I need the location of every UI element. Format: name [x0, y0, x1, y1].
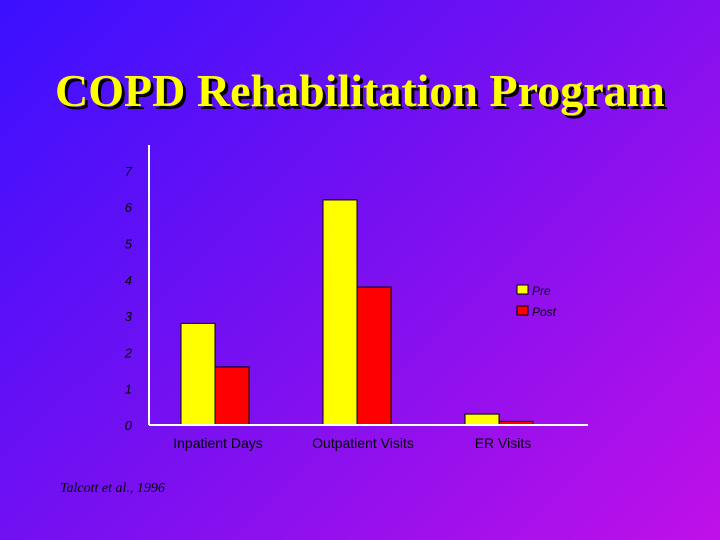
y-tick-label: 6 — [125, 200, 133, 215]
legend-swatch-post — [516, 305, 529, 316]
bar-pre-0 — [180, 322, 216, 426]
legend-label-post: Post — [532, 305, 557, 319]
x-category-label: Outpatient Visits — [312, 435, 414, 451]
bar-pre-1 — [322, 199, 358, 426]
y-tick-label: 7 — [125, 164, 133, 179]
bar-post-0 — [214, 366, 250, 426]
bar-pre-2 — [464, 413, 500, 426]
citation: Talcott et al., 1996 — [60, 481, 165, 496]
slide-title: COPD Rehabilitation Program — [55, 65, 665, 116]
legend: Pre Post — [516, 284, 557, 319]
x-category-label: ER Visits — [475, 435, 532, 451]
bar-post-1 — [356, 286, 392, 426]
y-tick-label: 5 — [125, 237, 133, 252]
y-tick-label: 2 — [124, 345, 133, 360]
y-tick-label: 4 — [125, 273, 132, 288]
legend-swatch-pre — [516, 284, 529, 295]
y-tick-label: 1 — [125, 382, 132, 397]
x-category-label: Inpatient Days — [173, 435, 263, 451]
y-tick-label: 0 — [125, 418, 133, 433]
legend-label-pre: Pre — [532, 284, 551, 298]
y-tick-label: 3 — [125, 309, 133, 324]
